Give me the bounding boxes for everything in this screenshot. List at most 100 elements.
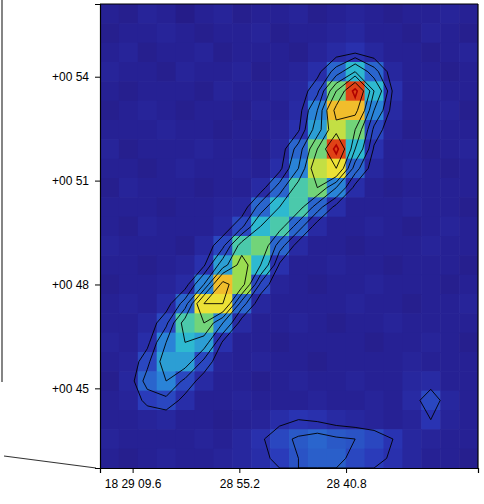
heatmap-cell <box>100 139 120 159</box>
heatmap-cell <box>251 159 271 179</box>
heatmap-cell <box>402 275 422 295</box>
heatmap-cell <box>100 217 120 237</box>
heatmap-cell <box>308 236 328 256</box>
heatmap-cell <box>213 391 233 411</box>
heatmap-cell <box>251 429 271 449</box>
heatmap-cell <box>402 159 422 179</box>
heatmap-cell <box>138 410 158 430</box>
heatmap-cell <box>213 178 233 198</box>
heatmap-cell <box>384 313 404 333</box>
heatmap-cell <box>138 294 158 314</box>
heatmap-cell <box>232 371 252 391</box>
heatmap-cell <box>308 429 328 449</box>
heatmap-cell <box>100 43 120 63</box>
heatmap-cell <box>440 217 460 237</box>
heatmap-cell <box>421 159 441 179</box>
heatmap-cell <box>421 429 441 449</box>
heatmap-cell <box>327 333 347 353</box>
heatmap-cell <box>459 178 478 198</box>
heatmap-cell <box>440 294 460 314</box>
contour <box>143 58 388 468</box>
heatmap-cell <box>289 4 309 24</box>
heatmap-cell <box>100 23 120 43</box>
heatmap-cell <box>459 139 478 159</box>
heatmap-cell <box>440 275 460 295</box>
heatmap-cell <box>384 255 404 275</box>
heatmap-cell <box>421 81 441 101</box>
heatmap-cell <box>100 159 120 179</box>
heatmap-cell <box>440 371 460 391</box>
heatmap-cell <box>176 275 196 295</box>
heatmap-cell <box>119 23 138 43</box>
heatmap-cell <box>270 62 290 82</box>
heatmap-cell <box>157 101 177 121</box>
heatmap-cell <box>232 449 252 468</box>
heatmap-cell <box>440 4 460 24</box>
tick-label: +00 45 <box>52 382 89 396</box>
heatmap-cell <box>232 43 252 63</box>
heatmap-cell <box>459 62 478 82</box>
heatmap-cell <box>176 371 196 391</box>
contour <box>181 72 374 343</box>
heatmap-cell <box>440 313 460 333</box>
heatmap-cell <box>421 62 441 82</box>
heatmap-cell <box>308 410 328 430</box>
heatmap-cell <box>157 449 177 468</box>
heatmap-cell <box>402 255 422 275</box>
heatmap-cell <box>232 62 252 82</box>
heatmap-cell <box>402 81 422 101</box>
tick: 28 55.2 <box>220 468 260 491</box>
heatmap-cell <box>365 23 385 43</box>
heatmap-cell <box>270 294 290 314</box>
heatmap-cell <box>402 449 422 468</box>
heatmap-cell <box>157 255 177 275</box>
heatmap-cell <box>270 333 290 353</box>
axis-line <box>101 469 479 474</box>
heatmap-cell <box>440 159 460 179</box>
heatmap-cell <box>213 139 233 159</box>
heatmap-cell <box>100 371 120 391</box>
heatmap-cell <box>176 236 196 256</box>
heatmap-cell <box>100 333 120 353</box>
heatmap-cell <box>138 429 158 449</box>
heatmap-cell <box>138 120 158 140</box>
heatmap-cell <box>308 62 328 82</box>
heatmap-cell <box>270 352 290 372</box>
tick-label: 18 29 09.6 <box>105 477 162 491</box>
heatmap-cell <box>440 255 460 275</box>
heatmap-cell <box>289 62 309 82</box>
heatmap-cell <box>100 275 120 295</box>
heatmap-cell <box>119 352 138 372</box>
axis-line <box>95 5 101 469</box>
heatmap-cell <box>119 429 138 449</box>
heatmap-cell <box>384 23 404 43</box>
heatmap-cell <box>213 410 233 430</box>
heatmap-cell <box>176 62 196 82</box>
tick-label: +00 54 <box>52 70 89 84</box>
heatmap-cell <box>365 43 385 63</box>
heatmap-cell <box>327 23 347 43</box>
heatmap-cell <box>346 371 366 391</box>
heatmap-cell <box>365 391 385 411</box>
frame <box>100 3 478 4</box>
heatmap-cell <box>440 62 460 82</box>
heatmap-cell <box>459 371 478 391</box>
heatmap-cell <box>119 217 138 237</box>
heatmap-cell <box>402 62 422 82</box>
heatmap-cell <box>232 139 252 159</box>
heatmap-cell <box>270 4 290 24</box>
heatmap-cell <box>232 178 252 198</box>
heatmap-cell <box>346 217 366 237</box>
heatmap-cell <box>251 313 271 333</box>
heatmap-cell <box>213 159 233 179</box>
heatmap-cell <box>251 120 271 140</box>
heatmap-cell <box>365 429 385 449</box>
heatmap-cell <box>119 255 138 275</box>
heatmap-cell <box>365 410 385 430</box>
heatmap-cell <box>365 333 385 353</box>
heatmap-cell <box>138 62 158 82</box>
heatmap-cell <box>346 236 366 256</box>
contour <box>334 89 358 154</box>
heatmap-cell <box>365 313 385 333</box>
heatmap-cell <box>421 352 441 372</box>
